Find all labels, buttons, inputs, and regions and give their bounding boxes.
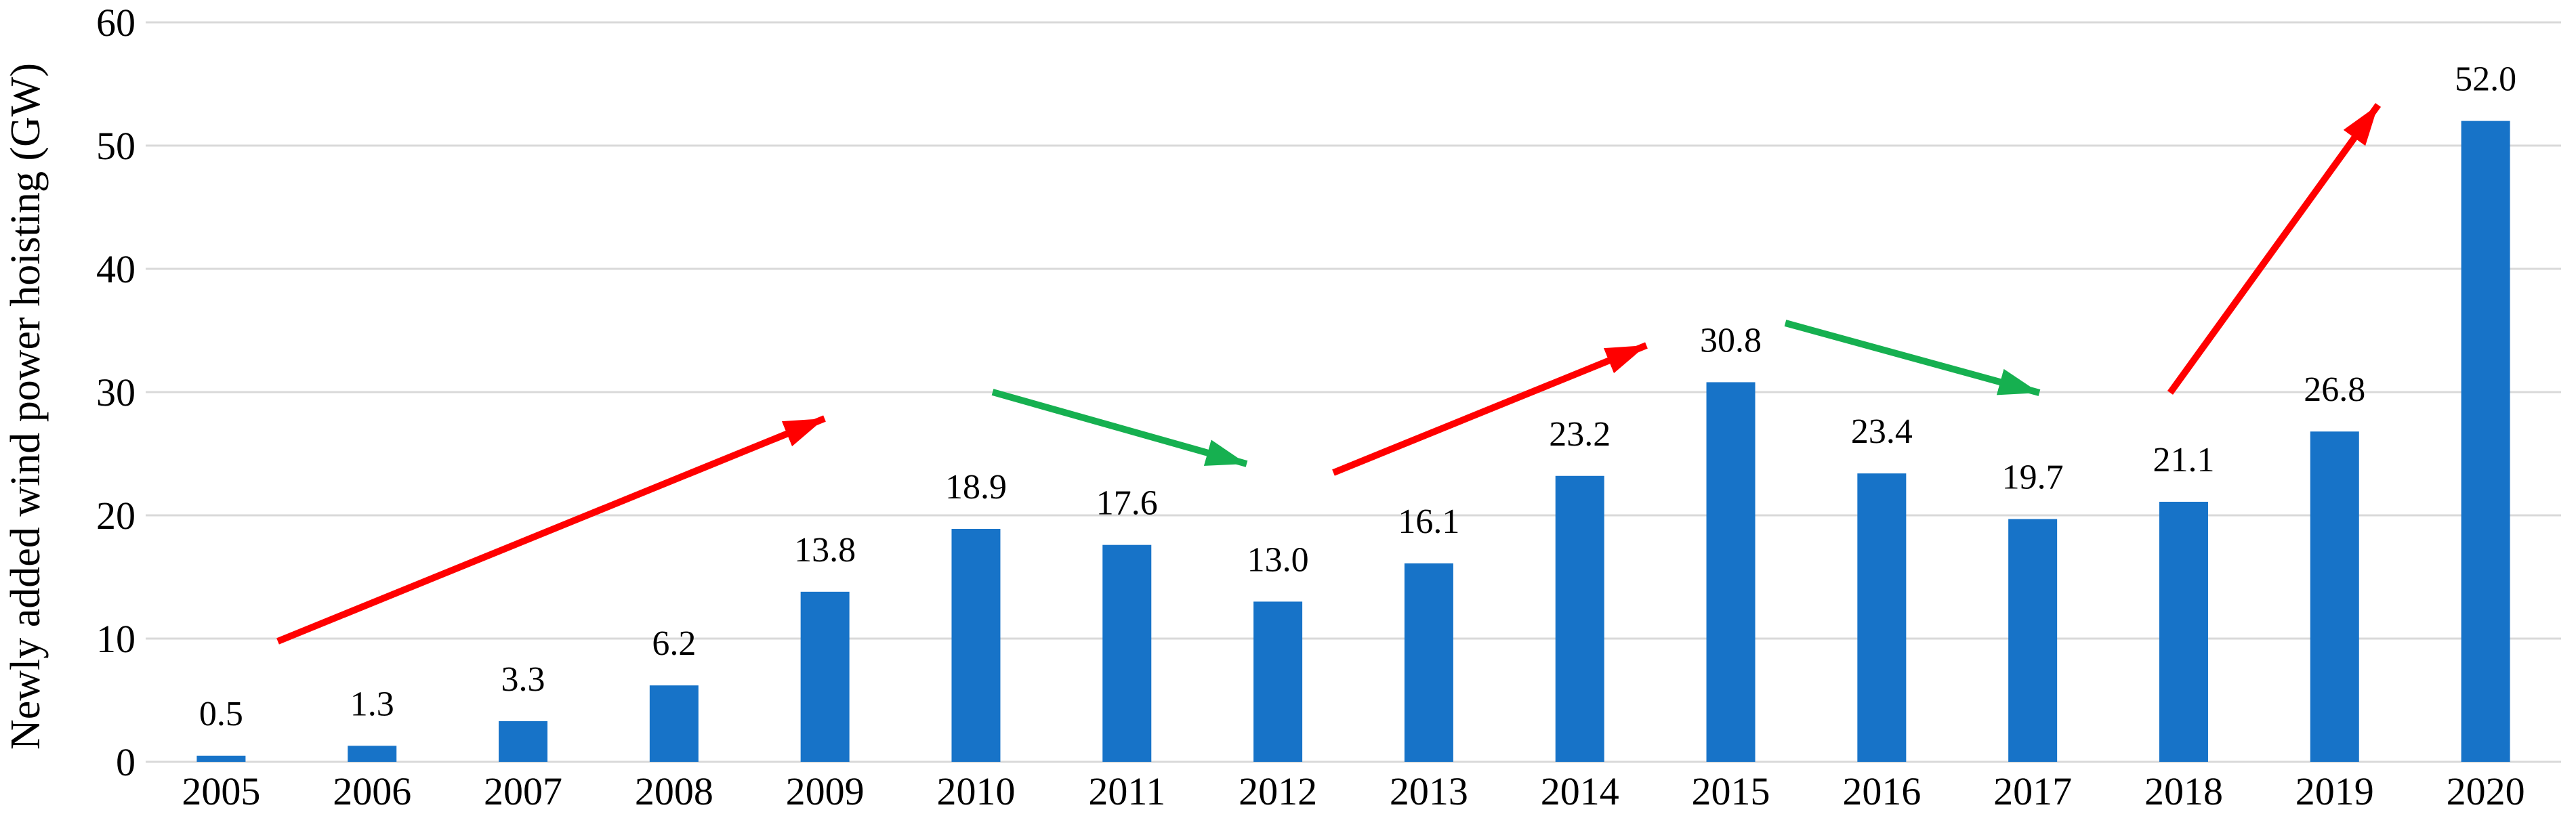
value-label-2013: 16.1 (1398, 502, 1459, 541)
value-label-2015: 30.8 (1700, 321, 1762, 360)
bars (196, 121, 2510, 763)
trend-up-2012-2015-arrow (1332, 342, 1648, 476)
y-axis-labels: 0 10 20 30 40 50 60 (96, 1, 136, 784)
x-tick-2014: 2014 (1541, 769, 1619, 813)
x-tick-2018: 2018 (2144, 769, 2223, 813)
value-label-2018: 21.1 (2153, 441, 2214, 479)
value-label-2012: 13.0 (1247, 540, 1309, 579)
x-tick-2020: 2020 (2447, 769, 2525, 813)
bar-2016 (1857, 473, 1907, 762)
value-label-2006: 1.3 (350, 685, 394, 723)
y-tick-50: 50 (96, 124, 136, 168)
value-label-2011: 17.6 (1096, 484, 1158, 523)
y-tick-30: 30 (96, 370, 136, 414)
trend-down-2010-2012-arrow (991, 389, 1248, 467)
trend-up-2018-2020-arrow (2167, 103, 2382, 395)
value-label-2016: 23.4 (1851, 412, 1913, 451)
y-tick-0: 0 (116, 740, 136, 784)
x-tick-2008: 2008 (635, 769, 713, 813)
value-label-2017: 19.7 (2002, 458, 2064, 496)
x-tick-2005: 2005 (182, 769, 260, 813)
value-label-2010: 18.9 (945, 468, 1007, 507)
y-tick-10: 10 (96, 617, 136, 661)
bar-2018 (2159, 501, 2208, 762)
bar-2020 (2461, 121, 2510, 763)
bar-2012 (1253, 601, 1303, 762)
x-tick-2011: 2011 (1088, 769, 1165, 813)
x-tick-2007: 2007 (484, 769, 562, 813)
bar-2019 (2310, 431, 2359, 762)
value-label-2020: 52.0 (2455, 60, 2516, 99)
x-tick-2019: 2019 (2295, 769, 2374, 813)
x-tick-2016: 2016 (1842, 769, 1921, 813)
x-tick-2017: 2017 (1993, 769, 2072, 813)
x-axis-labels: 2005 2006 2007 2008 2009 2010 2011 2012 2013 2014… (182, 769, 2525, 813)
x-tick-2006: 2006 (333, 769, 411, 813)
trend-arrows (276, 103, 2382, 645)
value-label-2019: 26.8 (2304, 370, 2365, 409)
trend-up-2005-2009-arrow (276, 415, 826, 645)
bar-2006 (348, 746, 397, 762)
x-tick-2009: 2009 (786, 769, 865, 813)
bar-2017 (2008, 519, 2058, 762)
value-label-2005: 0.5 (199, 695, 243, 733)
x-tick-2010: 2010 (936, 769, 1015, 813)
bar-2013 (1404, 563, 1453, 762)
bar-2010 (951, 529, 1001, 762)
bar-2008 (649, 685, 699, 762)
bar-2005 (196, 755, 246, 762)
bar-2011 (1102, 544, 1152, 762)
value-label-2009: 13.8 (794, 531, 856, 570)
x-tick-2015: 2015 (1692, 769, 1770, 813)
bar-2007 (499, 721, 548, 762)
value-label-2014: 23.2 (1549, 415, 1611, 454)
y-tick-60: 60 (96, 1, 136, 45)
trend-down-2015-2017-arrow (1784, 320, 2041, 396)
x-tick-2012: 2012 (1239, 769, 1317, 813)
y-axis-title: Newly added wind power hoisting (GW) (3, 63, 49, 750)
gridlines (146, 21, 2561, 763)
value-label-2007: 3.3 (501, 660, 545, 699)
bar-2014 (1555, 475, 1604, 762)
bar-2009 (800, 591, 850, 762)
value-label-2008: 6.2 (652, 624, 696, 663)
y-tick-40: 40 (96, 247, 136, 291)
value-labels: 0.5 1.3 3.3 6.2 13.8 18.9 17.6 13.0 16.1 23.2 30.8… (199, 60, 2516, 733)
bar-2015 (1706, 382, 1756, 762)
y-tick-20: 20 (96, 494, 136, 538)
x-tick-2013: 2013 (1390, 769, 1468, 813)
